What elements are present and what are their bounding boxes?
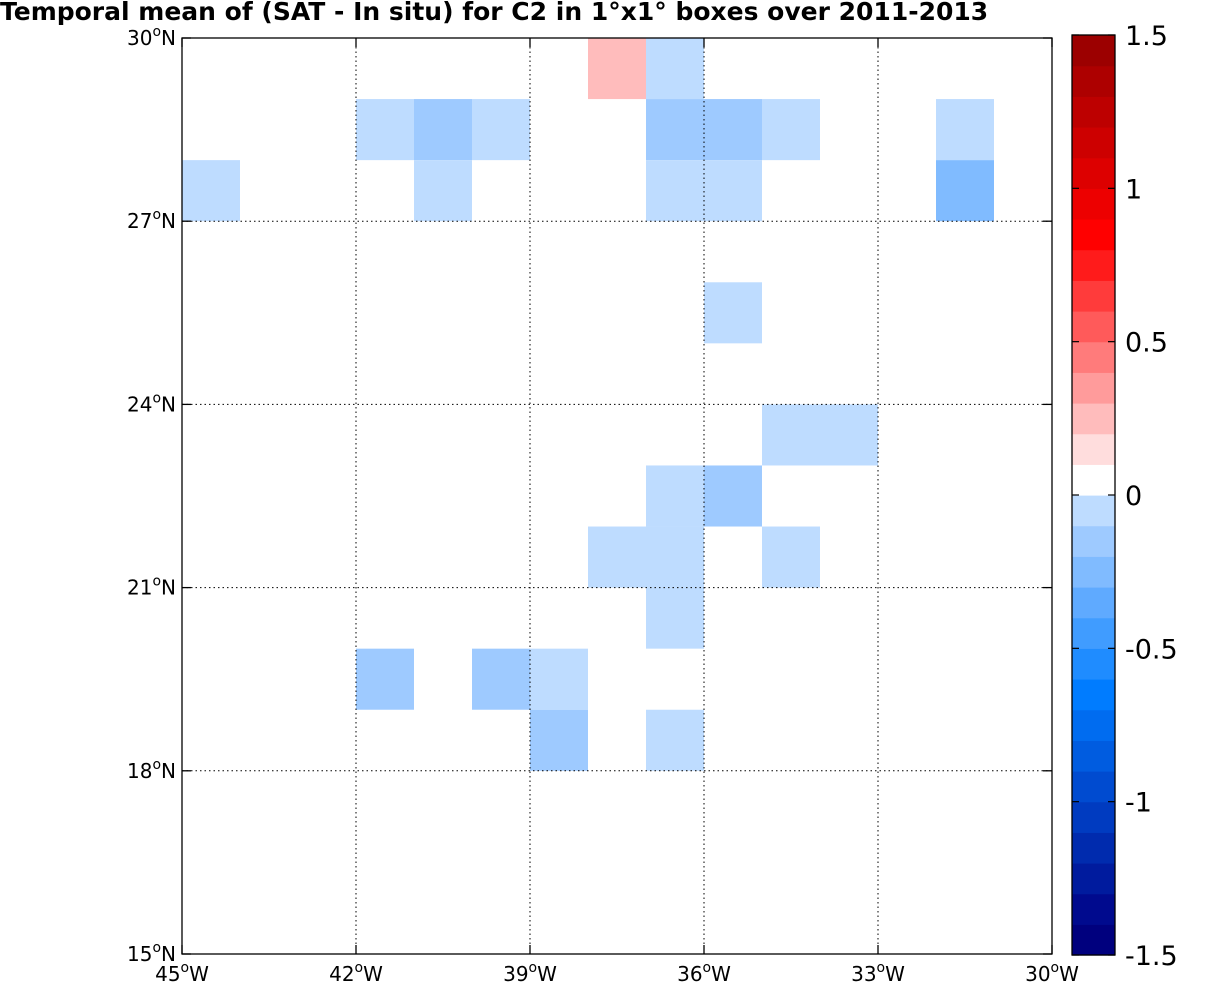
colorbar-tick-label: 1 (1125, 174, 1142, 205)
colorbar-segment (1072, 280, 1115, 312)
colorbar-segment (1072, 433, 1115, 465)
colorbar-segment (1072, 311, 1115, 343)
y-tick-label: 15oN (127, 940, 176, 966)
colorbar-segment (1072, 801, 1115, 833)
heatmap-cell (704, 99, 762, 161)
colorbar-segment (1072, 924, 1115, 956)
y-tick-label: 18oN (127, 757, 176, 783)
x-tick-label: 39oW (503, 960, 557, 984)
heatmap-cell (646, 526, 704, 588)
heatmap-cell (530, 38, 588, 100)
x-tick-label: 42oW (329, 960, 383, 984)
heatmap-cell (646, 99, 704, 161)
x-tick-label: 33oW (851, 960, 905, 984)
heatmap-cell (646, 160, 704, 222)
heatmap-cell (182, 160, 240, 222)
colorbar-segment (1072, 464, 1115, 496)
heatmap-cell (356, 648, 414, 710)
chart-title: Temporal mean of (SAT - In situ) for C2 … (0, 0, 989, 26)
x-tick-labels: 45oW 42oW 39oW 36oW 33oW 30oW (155, 960, 1079, 984)
x-tick-label: 30oW (1025, 960, 1079, 984)
heatmap-cell (762, 526, 820, 588)
heatmap-cell (704, 282, 762, 344)
colorbar-segment (1072, 341, 1115, 373)
gridlines (182, 38, 1052, 954)
colorbar-segment (1072, 65, 1115, 97)
heatmap-cell (530, 709, 588, 771)
heatmap-cell (588, 526, 646, 588)
colorbar-segment (1072, 219, 1115, 251)
heatmap-cell (762, 404, 820, 466)
colorbar-segment (1072, 617, 1115, 649)
heatmap-cell (936, 160, 994, 222)
heatmap-cell (414, 99, 472, 161)
heatmap-cell (588, 38, 646, 100)
heatmap-cell (936, 99, 994, 161)
heatmap-cell (820, 404, 878, 466)
colorbar-tick-label: 0 (1125, 481, 1142, 512)
heatmap-cell (182, 587, 240, 649)
colorbar-tick-label: -1 (1125, 788, 1152, 819)
x-tick-label: 45oW (155, 960, 209, 984)
y-tick-label: 30oN (127, 24, 176, 50)
colorbar-segment (1072, 832, 1115, 864)
heatmap-cell (356, 99, 414, 161)
colorbar-segment (1072, 556, 1115, 588)
colorbar-segment (1072, 648, 1115, 680)
colorbar-tick-label: 1.5 (1125, 21, 1168, 52)
heatmap-cell (530, 160, 588, 222)
y-tick-labels: 15oN 18oN 21oN 24oN 27oN 30oN (127, 24, 176, 966)
heatmap-cell (704, 465, 762, 527)
colorbar-segment (1072, 709, 1115, 741)
colorbar-segment (1072, 679, 1115, 711)
y-tick-label: 21oN (127, 574, 176, 600)
heatmap-cell (530, 99, 588, 161)
colorbar-segment (1072, 372, 1115, 404)
colorbar-segment (1072, 771, 1115, 803)
heatmap-cell (646, 465, 704, 527)
axis-ticks (181, 37, 1053, 955)
colorbar-segment (1072, 893, 1115, 925)
colorbar-tick-label: -1.5 (1125, 941, 1178, 972)
heatmap-cell (646, 587, 704, 649)
colorbar-segment (1072, 495, 1115, 527)
colorbar-segment (1072, 96, 1115, 128)
colorbar-segment (1072, 740, 1115, 772)
colorbar-tick-label: -0.5 (1125, 634, 1178, 665)
data-cells (182, 38, 994, 771)
heatmap-cell (646, 38, 704, 100)
colorbar-tick-labels: 1.5 1 0.5 0 -0.5 -1 -1.5 (1125, 21, 1178, 972)
heatmap-cell (472, 648, 530, 710)
plot-frame (181, 37, 1053, 955)
colorbar-segment (1072, 35, 1115, 67)
colorbar-segment (1072, 249, 1115, 281)
heatmap-cell (530, 648, 588, 710)
colorbar-segment (1072, 403, 1115, 435)
colorbar-tick-label: 0.5 (1125, 328, 1168, 359)
heatmap-cell (414, 160, 472, 222)
heatmap-cell (762, 99, 820, 161)
colorbar-segment (1072, 863, 1115, 895)
colorbar (1071, 34, 1116, 956)
heatmap-cell (646, 709, 704, 771)
x-tick-label: 36oW (677, 960, 731, 984)
y-tick-label: 27oN (127, 207, 176, 233)
colorbar-segment (1072, 525, 1115, 557)
y-tick-label: 24oN (127, 390, 176, 416)
colorbar-segment (1072, 127, 1115, 159)
colorbar-segment (1072, 188, 1115, 220)
heatmap-cell (472, 99, 530, 161)
colorbar-segment (1072, 587, 1115, 619)
colorbar-segment (1072, 157, 1115, 189)
heatmap-cell (704, 160, 762, 222)
